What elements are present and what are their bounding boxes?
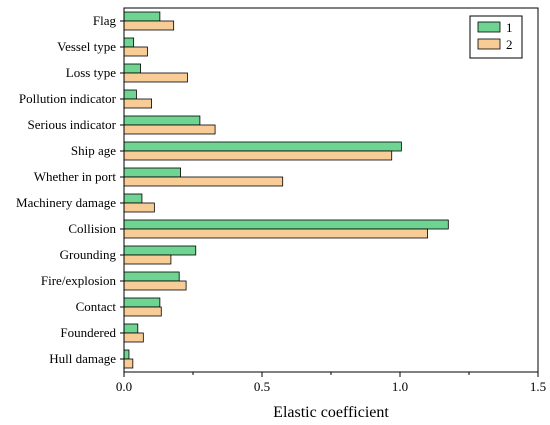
bar-1-serious-indicator xyxy=(123,115,201,126)
bar-2-foundered xyxy=(123,332,144,343)
category-label: Whether in port xyxy=(34,169,117,184)
legend-swatch-1 xyxy=(477,21,501,33)
bar-1-grounding xyxy=(123,245,197,256)
bar-1-flag xyxy=(123,11,161,22)
x-axis: 0.0 0.5 1.0 1.5 xyxy=(116,372,546,394)
bar-2-flag xyxy=(123,20,175,31)
bar-1-contact xyxy=(123,297,161,308)
bar-2-whether-in-port xyxy=(123,176,284,187)
plot-frame xyxy=(123,7,539,373)
legend-swatch-2 xyxy=(477,38,501,50)
bars-layer xyxy=(123,11,449,369)
category-label: Fire/explosion xyxy=(41,273,117,288)
bar-2-fire-explosion xyxy=(123,280,187,291)
x-tick-label: 1.5 xyxy=(530,379,546,394)
bar-1-machinery-damage xyxy=(123,193,143,204)
category-label: Flag xyxy=(93,13,117,28)
x-tick-label: 1.0 xyxy=(392,379,408,394)
bar-1-loss-type xyxy=(123,63,141,74)
x-tick-label: 0.5 xyxy=(254,379,270,394)
category-label: Foundered xyxy=(60,325,116,340)
bar-2-loss-type xyxy=(123,72,188,83)
bar-1-fire-explosion xyxy=(123,271,180,282)
y-axis: Flag Vessel type Loss type Pollution indica… xyxy=(16,13,124,366)
bar-2-hull-damage xyxy=(123,358,134,369)
bar-2-serious-indicator xyxy=(123,124,216,135)
category-label: Pollution indicator xyxy=(19,91,117,106)
legend: 12 xyxy=(469,15,523,59)
bar-1-foundered xyxy=(123,323,139,334)
bar-2-pollution-indicator xyxy=(123,98,153,109)
bar-2-grounding xyxy=(123,254,172,265)
category-label: Ship age xyxy=(71,143,116,158)
x-tick-label: 0.0 xyxy=(116,379,132,394)
category-label: Vessel type xyxy=(57,39,116,54)
category-label: Machinery damage xyxy=(16,195,116,210)
bar-2-machinery-damage xyxy=(123,202,155,213)
bar-2-vessel-type xyxy=(123,46,148,57)
category-label: Contact xyxy=(76,299,117,314)
category-label: Grounding xyxy=(60,247,117,262)
legend-label-2: 2 xyxy=(506,37,513,52)
bar-1-hull-damage xyxy=(123,349,130,360)
bar-1-pollution-indicator xyxy=(123,89,137,100)
x-axis-title: Elastic coefficient xyxy=(273,404,389,421)
bar-2-ship-age xyxy=(123,150,393,161)
category-label: Hull damage xyxy=(49,351,116,366)
bar-2-contact xyxy=(123,306,162,317)
bar-1-ship-age xyxy=(123,141,402,152)
category-label: Loss type xyxy=(66,65,116,80)
bar-1-vessel-type xyxy=(123,37,135,48)
bar-1-collision xyxy=(123,219,449,230)
category-label: Serious indicator xyxy=(28,117,117,132)
category-label: Collision xyxy=(68,221,116,236)
bar-2-collision xyxy=(123,228,429,239)
legend-label-1: 1 xyxy=(506,20,513,35)
bar-1-whether-in-port xyxy=(123,167,181,178)
